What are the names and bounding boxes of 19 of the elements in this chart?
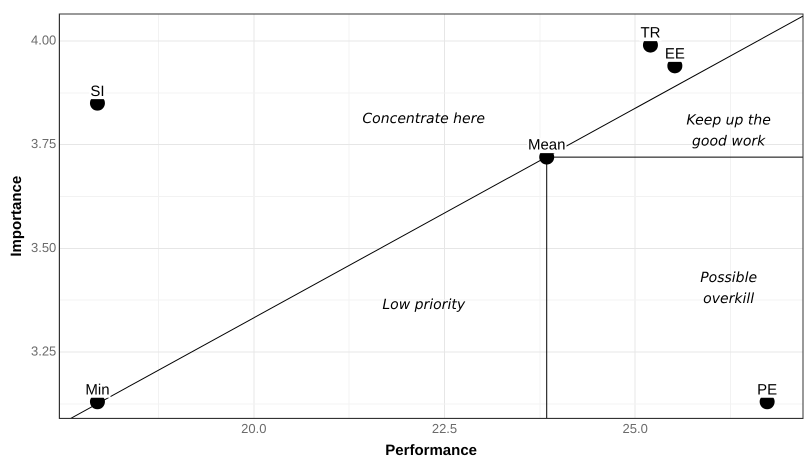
y-tick-label: 3.75 [30, 136, 56, 152]
y-tick-label: 3.50 [30, 240, 56, 255]
annotation: Concentrate here [362, 110, 486, 127]
y-tick-label: 4.00 [30, 32, 56, 48]
annotation: TR [640, 24, 661, 42]
annotation: Keep up the good work [686, 112, 771, 150]
annotation: SI [90, 82, 105, 100]
y-tick-label: 3.25 [30, 344, 56, 359]
annotation: EE [664, 45, 685, 62]
annotation: Min [85, 381, 110, 398]
y-axis-title: Importance [8, 176, 26, 257]
x-tick-label: 20.0 [241, 420, 266, 436]
x-axis-title: Performance [385, 442, 478, 460]
annotation: Mean [528, 136, 566, 154]
x-tick-label: 22.5 [432, 420, 458, 436]
annotation: PE [757, 381, 778, 398]
x-tick-label: 25.0 [622, 420, 648, 436]
annotation: Low priority [382, 296, 466, 313]
annotation: Possible overkill [700, 270, 758, 308]
